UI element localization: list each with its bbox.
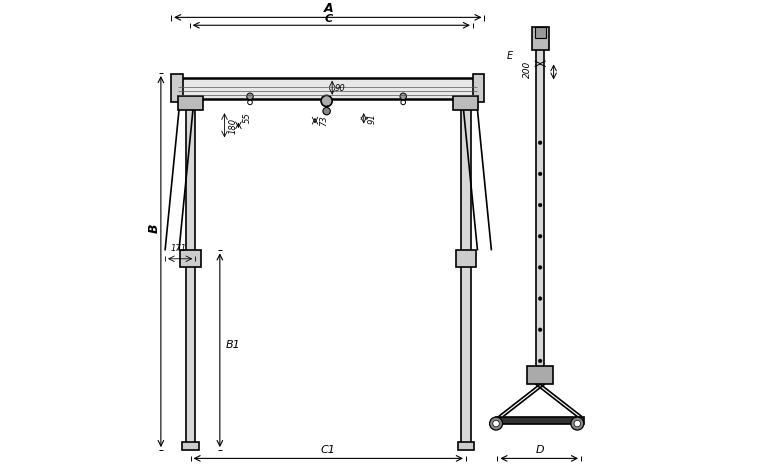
Bar	[456, 251, 476, 267]
Text: 73: 73	[318, 116, 328, 126]
Bar	[458, 442, 474, 450]
Bar	[171, 74, 182, 102]
Text: E: E	[507, 52, 513, 62]
Bar	[180, 251, 201, 267]
Text: A: A	[324, 2, 334, 15]
Circle shape	[538, 141, 542, 145]
Bar	[178, 96, 203, 110]
Bar	[532, 27, 549, 50]
Text: 180: 180	[228, 118, 237, 133]
Bar	[186, 99, 195, 445]
Circle shape	[538, 172, 542, 176]
Circle shape	[538, 266, 542, 269]
Circle shape	[247, 93, 253, 100]
Circle shape	[538, 203, 542, 207]
Circle shape	[571, 417, 584, 430]
Bar	[473, 74, 484, 102]
Text: B1: B1	[226, 340, 240, 350]
Text: 55: 55	[243, 113, 252, 124]
Bar	[461, 99, 470, 445]
Text: C: C	[325, 14, 333, 24]
Circle shape	[489, 417, 502, 430]
Circle shape	[492, 420, 499, 427]
Bar	[173, 78, 482, 99]
Circle shape	[538, 328, 542, 332]
Bar	[534, 27, 546, 38]
Circle shape	[323, 108, 331, 115]
Bar	[453, 96, 478, 110]
Circle shape	[538, 235, 542, 238]
Text: 171: 171	[171, 244, 187, 253]
Circle shape	[400, 93, 407, 100]
Text: 91: 91	[368, 113, 376, 124]
Bar	[527, 366, 553, 384]
Text: 200: 200	[523, 61, 531, 78]
Circle shape	[538, 297, 542, 300]
Circle shape	[574, 420, 581, 427]
Text: D: D	[536, 445, 544, 455]
Text: 90: 90	[335, 84, 346, 93]
Text: B: B	[147, 224, 160, 233]
Bar	[182, 442, 199, 450]
Bar	[496, 416, 584, 423]
Circle shape	[321, 95, 332, 107]
Text: C1: C1	[321, 445, 335, 455]
Bar	[536, 45, 544, 375]
Circle shape	[538, 359, 542, 363]
